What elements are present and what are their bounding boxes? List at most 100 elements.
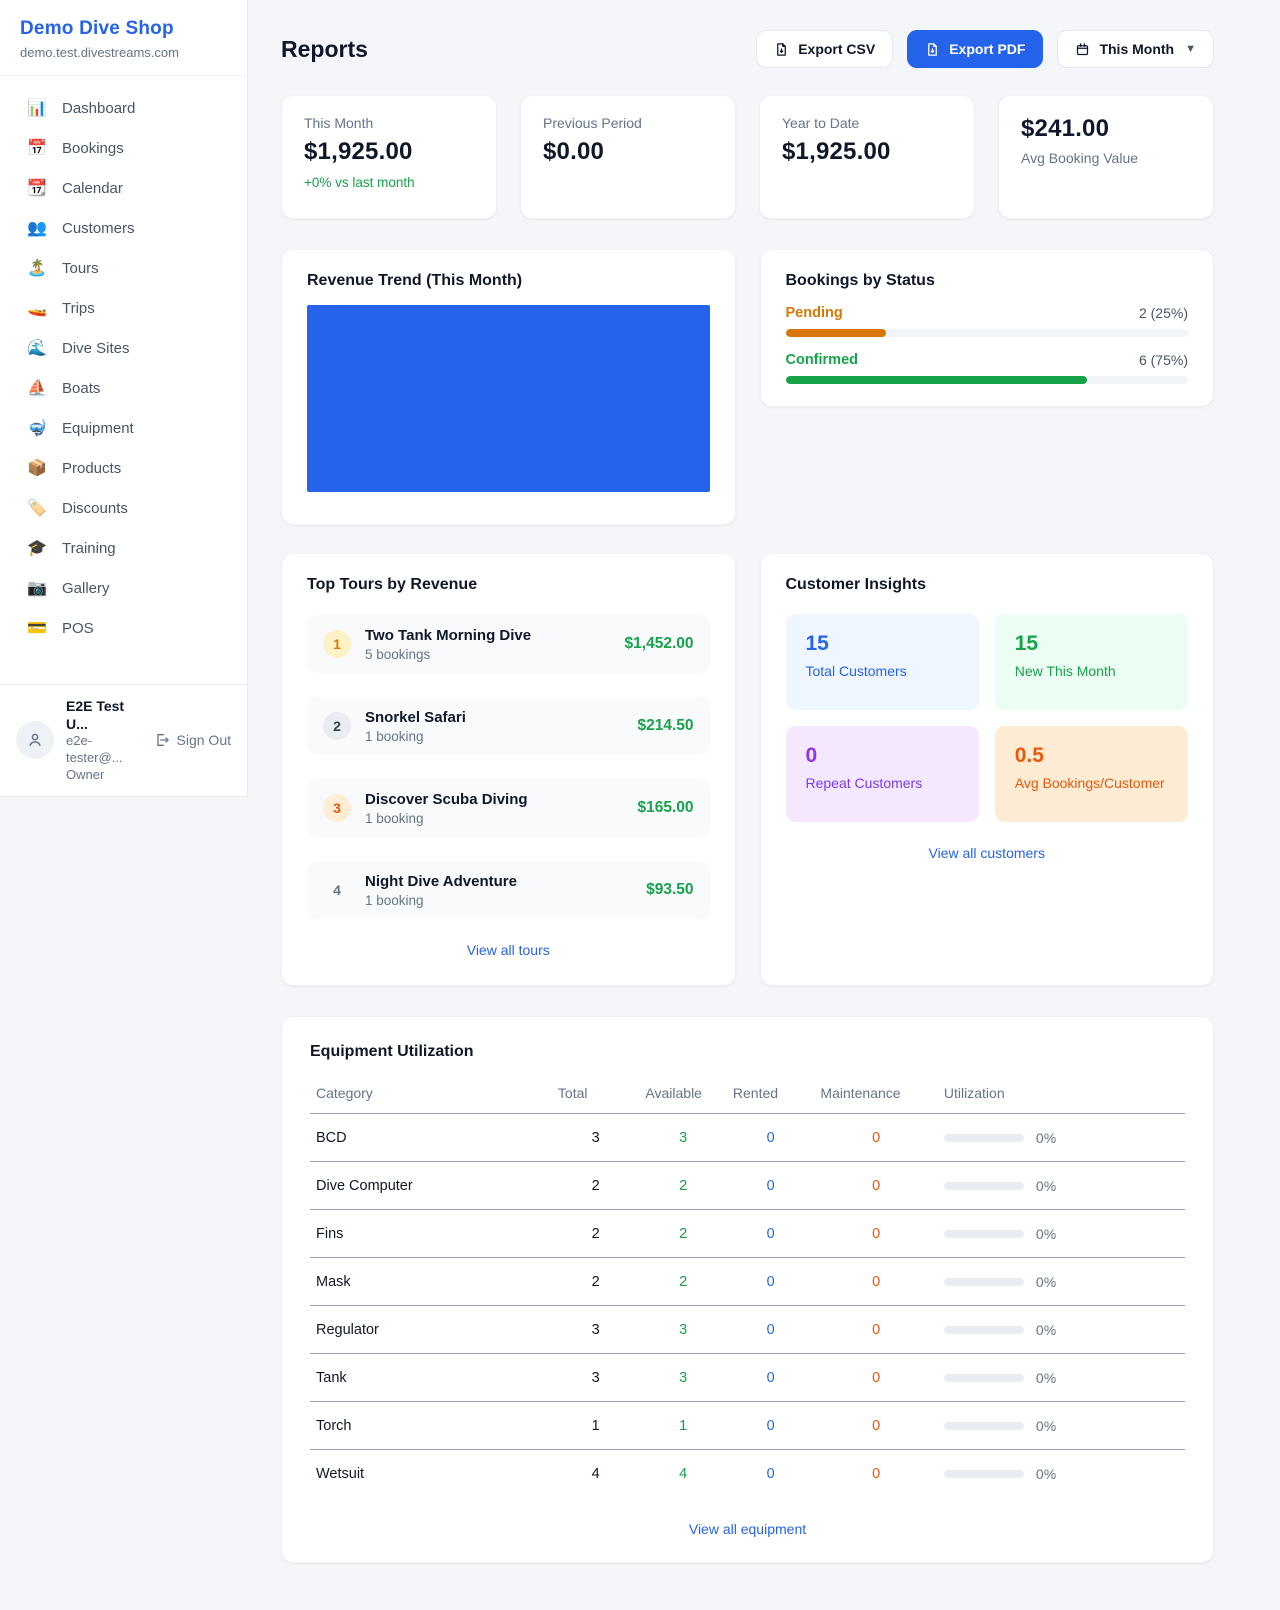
calendar-icon: 📅: [27, 139, 47, 157]
sidebar-item-calendar[interactable]: 📆 Calendar: [12, 170, 235, 207]
export-csv-label: Export CSV: [798, 41, 876, 57]
camera-icon: 📷: [27, 579, 47, 597]
utilization-bar: [943, 1421, 1024, 1430]
calendar-icon: [1075, 42, 1090, 57]
period-dropdown[interactable]: This Month ▼: [1057, 30, 1214, 68]
cell-category: Mask: [310, 1257, 552, 1306]
stats-grid: This Month $1,925.00 +0% vs last month Prev…: [281, 95, 1214, 219]
sidebar-item-boats[interactable]: ⛵ Boats: [12, 370, 235, 407]
sidebar-item-pos[interactable]: 💳 POS: [12, 610, 235, 647]
credit-card-icon: 💳: [27, 619, 47, 637]
sidebar-item-bookings[interactable]: 📅 Bookings: [12, 130, 235, 167]
tour-name: Two Tank Morning Dive: [365, 626, 532, 644]
sidebar-item-discounts[interactable]: 🏷️ Discounts: [12, 490, 235, 527]
column-header-category: Category: [310, 1075, 552, 1114]
tour-row-discover-scuba-diving: 3 Discover Scuba Diving 1 booking $165.00: [307, 779, 710, 837]
column-header-maintenance: Maintenance: [814, 1075, 938, 1114]
insight-grid: 15 Total Customers 15 New This Month 0 Repeat…: [785, 614, 1188, 822]
island-icon: 🏝️: [27, 259, 47, 277]
sidebar-item-dashboard[interactable]: 📊 Dashboard: [12, 90, 235, 127]
utilization-bar: [943, 1181, 1024, 1190]
price-tag-icon: 🏷️: [27, 499, 47, 517]
bar-chart-icon: 📊: [27, 99, 47, 117]
cell-rented: 0: [726, 1113, 815, 1162]
cell-total: 3: [551, 1113, 640, 1162]
sidebar-item-equipment[interactable]: 🤿 Equipment: [12, 410, 235, 447]
cell-available: 4: [679, 1465, 688, 1482]
equipment-utilization-panel: Equipment Utilization Category Total Avail…: [281, 1016, 1214, 1563]
revenue-trend-chart: [307, 305, 710, 492]
page-header: Reports Export CSV E: [281, 30, 1214, 68]
tour-revenue: $214.50: [637, 717, 694, 734]
cell-utilization: 0%: [937, 1353, 1185, 1402]
cell-available: 2: [639, 1161, 727, 1210]
stat-label: Avg Booking Value: [1021, 150, 1139, 166]
main-content: Reports Export CSV E: [248, 0, 1214, 1563]
tour-bookings: 1 booking: [365, 728, 424, 744]
rank-badge: 3: [323, 794, 351, 822]
status-count: 6 (75%): [1138, 352, 1188, 368]
sidebar-item-label: Tours: [62, 260, 99, 277]
cell-utilization: 0%: [938, 1450, 1185, 1498]
insight-value: 15: [805, 632, 829, 655]
sidebar-item-products[interactable]: 📦 Products: [12, 450, 235, 487]
tour-revenue: $1,452.00: [624, 635, 694, 652]
cell-maintenance: 0: [814, 1209, 938, 1258]
wave-icon: 🌊: [27, 339, 47, 357]
sidebar-item-trips[interactable]: 🚤 Trips: [12, 290, 235, 327]
insight-box-total-customers: 15 Total Customers: [785, 614, 979, 710]
sidebar-item-label: Trips: [62, 300, 95, 317]
export-pdf-label: Export PDF: [949, 41, 1026, 57]
sidebar-item-label: Calendar: [62, 180, 123, 197]
insight-value: 15: [1014, 632, 1039, 655]
tour-revenue: $165.00: [637, 799, 694, 816]
status-progress-fill: [785, 329, 887, 337]
rank-badge: 1: [323, 630, 351, 658]
sidebar-item-tours[interactable]: 🏝️ Tours: [12, 250, 235, 287]
stat-label: Previous Period: [543, 115, 642, 131]
cell-category: Torch: [310, 1401, 552, 1450]
stat-label: Year to Date: [782, 115, 860, 131]
cell-maintenance: 0: [814, 1113, 938, 1162]
view-all-tours-link[interactable]: View all tours: [461, 941, 556, 959]
sidebar-item-dive-sites[interactable]: 🌊 Dive Sites: [12, 330, 235, 367]
sign-out-button[interactable]: Sign Out: [154, 732, 231, 748]
sidebar-user-footer: E2E Test U... e2e-tester@... Owner Sign …: [0, 683, 247, 796]
sidebar-item-gallery[interactable]: 📷 Gallery: [12, 570, 235, 607]
view-all-equipment-link[interactable]: View all equipment: [683, 1520, 812, 1538]
cell-total: 2: [551, 1209, 640, 1258]
bookings-by-status-panel: Bookings by Status Pending 2 (25%) Confirm…: [759, 249, 1214, 407]
cell-rented: 0: [726, 1305, 815, 1354]
insight-box-avg-bookings-customer: 0.5 Avg Bookings/Customer: [994, 726, 1188, 822]
status-rows: Pending 2 (25%) Confirmed 6 (75%): [785, 305, 1188, 384]
cell-total: 2: [551, 1161, 640, 1210]
cell-available: 3: [639, 1353, 727, 1402]
package-icon: 📦: [27, 459, 47, 477]
column-header-total: Total: [551, 1075, 640, 1114]
sidebar-item-training[interactable]: 🎓 Training: [12, 530, 235, 567]
sidebar-nav: 📊 Dashboard 📅 Bookings 📆 Calendar 👥 Customers 🏝️…: [0, 76, 247, 647]
export-pdf-button[interactable]: Export PDF: [907, 30, 1044, 68]
view-all-customers-link[interactable]: View all customers: [923, 844, 1051, 862]
user-role: Owner: [66, 767, 105, 783]
cell-available: 2: [639, 1209, 727, 1258]
sidebar-item-label: Dive Sites: [62, 340, 130, 357]
bookings-by-status-title: Bookings by Status: [785, 272, 935, 289]
insight-box-repeat-customers: 0 Repeat Customers: [785, 726, 979, 822]
export-csv-button[interactable]: Export CSV: [756, 30, 894, 68]
status-progress-track: [785, 329, 1188, 337]
sailboat-icon: ⛵: [27, 379, 47, 397]
cell-utilization: 0%: [937, 1401, 1185, 1450]
utilization-bar: [943, 1229, 1024, 1238]
equipment-row-bcd: BCD 3 3 0 0 0%: [310, 1113, 1185, 1162]
column-header-rented: Rented: [726, 1075, 815, 1114]
equipment-row-fins: Fins 2 2 0 0 0%: [310, 1209, 1185, 1258]
stat-delta: +0% vs last month: [304, 175, 415, 190]
tour-bookings: 1 booking: [365, 892, 424, 908]
equipment-row-tank: Tank 3 3 0 0 0%: [310, 1353, 1185, 1402]
cell-available: 2: [639, 1257, 727, 1306]
utilization-bar: [943, 1373, 1024, 1382]
cell-available: 3: [639, 1113, 727, 1162]
cell-rented: 0: [726, 1209, 815, 1258]
sidebar-item-customers[interactable]: 👥 Customers: [12, 210, 235, 247]
